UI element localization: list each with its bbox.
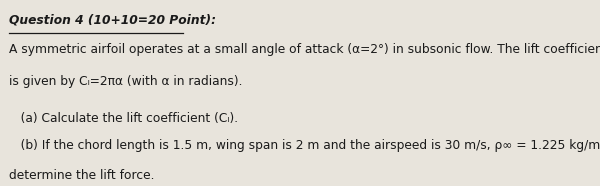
Text: (a) Calculate the lift coefficient (Cₗ).: (a) Calculate the lift coefficient (Cₗ). [9, 112, 238, 125]
Text: A symmetric airfoil operates at a small angle of attack (α=2°) in subsonic flow.: A symmetric airfoil operates at a small … [9, 43, 600, 56]
Text: determine the lift force.: determine the lift force. [9, 169, 155, 182]
Text: is given by Cₗ=2πα (with α in radians).: is given by Cₗ=2πα (with α in radians). [9, 75, 242, 88]
Text: Question 4 (10+10=20 Point):: Question 4 (10+10=20 Point): [9, 13, 216, 26]
Text: (b) If the chord length is 1.5 m, wing span is 2 m and the airspeed is 30 m/s, ρ: (b) If the chord length is 1.5 m, wing s… [9, 139, 600, 152]
